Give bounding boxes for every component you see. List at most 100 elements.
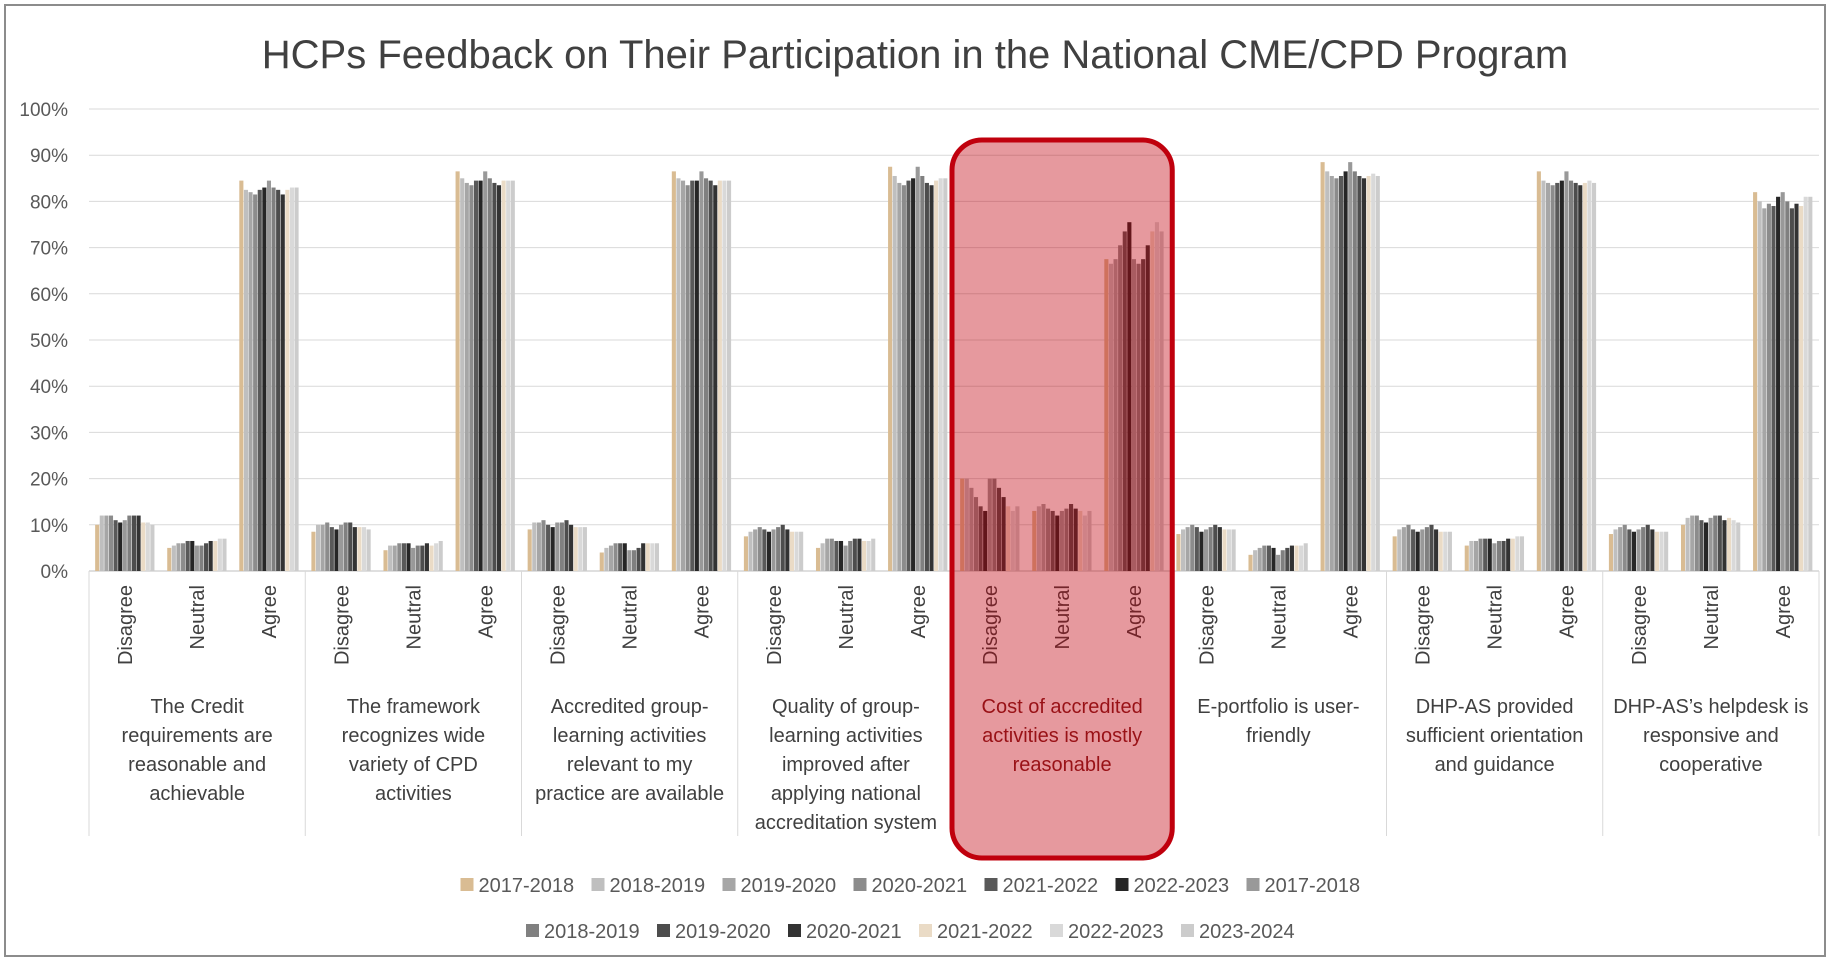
legend-label: 2017-2018 — [479, 875, 575, 897]
bar — [1203, 529, 1209, 571]
bar — [1036, 506, 1041, 571]
x-tick-label: Agree — [1773, 585, 1795, 638]
bar — [1046, 508, 1051, 571]
bar — [1055, 515, 1060, 571]
bar — [473, 180, 479, 572]
bar — [938, 178, 943, 572]
y-tick-label: 0% — [41, 562, 69, 583]
bar — [573, 527, 578, 571]
bar — [1536, 171, 1541, 571]
bar — [429, 545, 434, 571]
bar — [699, 171, 704, 571]
chart-svg: HCPs Feedback on Their Participation in … — [19, 33, 1820, 943]
bar — [1222, 529, 1227, 571]
bar — [888, 166, 893, 571]
bar — [1285, 547, 1290, 571]
legend-swatch — [984, 878, 998, 891]
bar — [915, 166, 920, 571]
bar — [1559, 180, 1564, 572]
bar — [1343, 171, 1348, 571]
bar — [1271, 547, 1276, 571]
bar — [1703, 522, 1709, 571]
legend-swatch — [657, 924, 670, 937]
bar — [1659, 531, 1664, 571]
bar — [1136, 263, 1141, 571]
bar — [1794, 203, 1799, 571]
bar — [271, 187, 276, 572]
bar — [1627, 529, 1632, 571]
bar — [171, 545, 176, 571]
highlight-rectangle — [949, 137, 1175, 861]
bar — [901, 185, 906, 572]
bar — [1429, 524, 1434, 571]
bar — [1464, 545, 1469, 571]
bar — [478, 180, 483, 572]
statement-label: and guidance — [1435, 754, 1555, 776]
statement-label: responsive and — [1643, 725, 1779, 747]
bar — [960, 478, 965, 571]
bar — [343, 522, 348, 571]
bar — [1434, 529, 1439, 571]
bar — [334, 529, 339, 571]
bar — [897, 182, 902, 572]
bar — [685, 185, 690, 572]
bar — [1555, 182, 1560, 572]
bar — [1550, 185, 1555, 572]
x-tick-label: Agree — [1124, 585, 1146, 638]
bar — [838, 540, 844, 571]
bar — [199, 545, 204, 571]
x-tick-label: Agree — [259, 585, 281, 638]
bar — [1262, 545, 1267, 571]
bar — [1064, 508, 1069, 571]
legend-label: 2020-2021 — [872, 875, 968, 897]
bar — [857, 538, 862, 571]
x-tick-label: Agree — [1340, 585, 1362, 638]
bar — [1325, 171, 1330, 571]
bar — [987, 478, 992, 571]
bar — [825, 538, 830, 571]
x-tick-label: Disagree — [1413, 585, 1435, 665]
bar — [141, 522, 146, 571]
bar — [713, 185, 718, 572]
y-tick-label: 20% — [30, 470, 68, 491]
legend-label: 2023-2024 — [1199, 921, 1295, 943]
bar — [964, 478, 969, 571]
bar — [978, 506, 983, 571]
bar — [1041, 504, 1046, 571]
bar — [1154, 222, 1160, 571]
bar — [532, 522, 537, 571]
bar — [315, 524, 321, 571]
bar — [1073, 508, 1078, 571]
legend-label: 2021-2022 — [1003, 875, 1099, 897]
x-tick-label: Neutral — [1268, 585, 1290, 649]
y-tick-label: 10% — [30, 516, 68, 537]
bar — [780, 524, 785, 571]
bar — [771, 529, 776, 571]
bar — [501, 180, 506, 572]
bar — [785, 529, 790, 571]
statement-label: learning activities — [553, 725, 706, 747]
x-tick-label: Disagree — [331, 585, 353, 665]
y-tick-label: 30% — [30, 423, 68, 444]
bar — [550, 527, 555, 571]
bar — [217, 538, 222, 571]
bar — [1194, 527, 1199, 571]
statement-label: variety of CPD — [349, 754, 478, 776]
bar — [483, 171, 488, 571]
x-tick-label: Neutral — [1485, 585, 1507, 649]
bar — [320, 524, 325, 571]
bar — [1338, 175, 1344, 572]
chart-frame: HCPs Feedback on Their Participation in … — [4, 4, 1826, 957]
statement-label: friendly — [1246, 725, 1310, 747]
bar — [510, 180, 515, 572]
legend-label: 2019-2020 — [675, 921, 771, 943]
bar — [1631, 531, 1636, 571]
bar — [438, 540, 443, 571]
bar — [136, 515, 141, 571]
bar — [636, 547, 641, 571]
bar — [1176, 534, 1181, 571]
bar — [536, 522, 541, 571]
bar — [1438, 531, 1443, 571]
bar — [1208, 527, 1213, 571]
x-tick-label: Disagree — [115, 585, 137, 665]
